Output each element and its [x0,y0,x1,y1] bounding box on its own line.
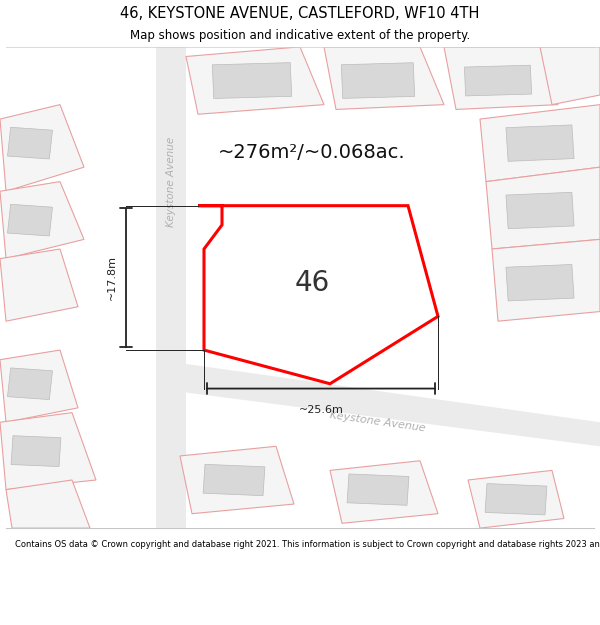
Polygon shape [8,204,52,236]
Polygon shape [0,350,78,423]
Polygon shape [0,412,96,489]
Polygon shape [0,104,84,191]
Text: 46: 46 [295,269,329,297]
Polygon shape [506,192,574,229]
Polygon shape [244,246,368,309]
Polygon shape [0,182,84,259]
Text: ~276m²/~0.068ac.: ~276m²/~0.068ac. [218,143,406,162]
Text: ~25.6m: ~25.6m [299,406,343,416]
Polygon shape [464,65,532,96]
Polygon shape [8,127,52,159]
Text: Contains OS data © Crown copyright and database right 2021. This information is : Contains OS data © Crown copyright and d… [15,540,600,549]
Polygon shape [506,125,574,161]
Polygon shape [540,47,600,104]
Polygon shape [156,359,600,446]
Text: ~17.8m: ~17.8m [107,256,117,301]
Polygon shape [468,471,564,528]
Text: Keystone Avenue: Keystone Avenue [166,136,176,227]
Polygon shape [180,446,294,514]
Polygon shape [203,464,265,496]
Polygon shape [492,239,600,321]
Polygon shape [11,436,61,466]
Polygon shape [506,264,574,301]
Polygon shape [0,249,78,321]
Polygon shape [212,62,292,99]
Polygon shape [8,368,52,399]
Polygon shape [324,47,444,109]
Polygon shape [330,461,438,523]
Polygon shape [6,480,90,528]
Text: 46, KEYSTONE AVENUE, CASTLEFORD, WF10 4TH: 46, KEYSTONE AVENUE, CASTLEFORD, WF10 4T… [121,6,479,21]
Polygon shape [156,47,186,528]
Text: Map shows position and indicative extent of the property.: Map shows position and indicative extent… [130,29,470,42]
Polygon shape [341,62,415,98]
Polygon shape [186,47,324,114]
Polygon shape [444,47,558,109]
Text: Keystone Avenue: Keystone Avenue [329,411,427,434]
Polygon shape [347,474,409,505]
Polygon shape [480,104,600,182]
Polygon shape [486,167,600,249]
Polygon shape [198,206,438,384]
Polygon shape [485,484,547,515]
